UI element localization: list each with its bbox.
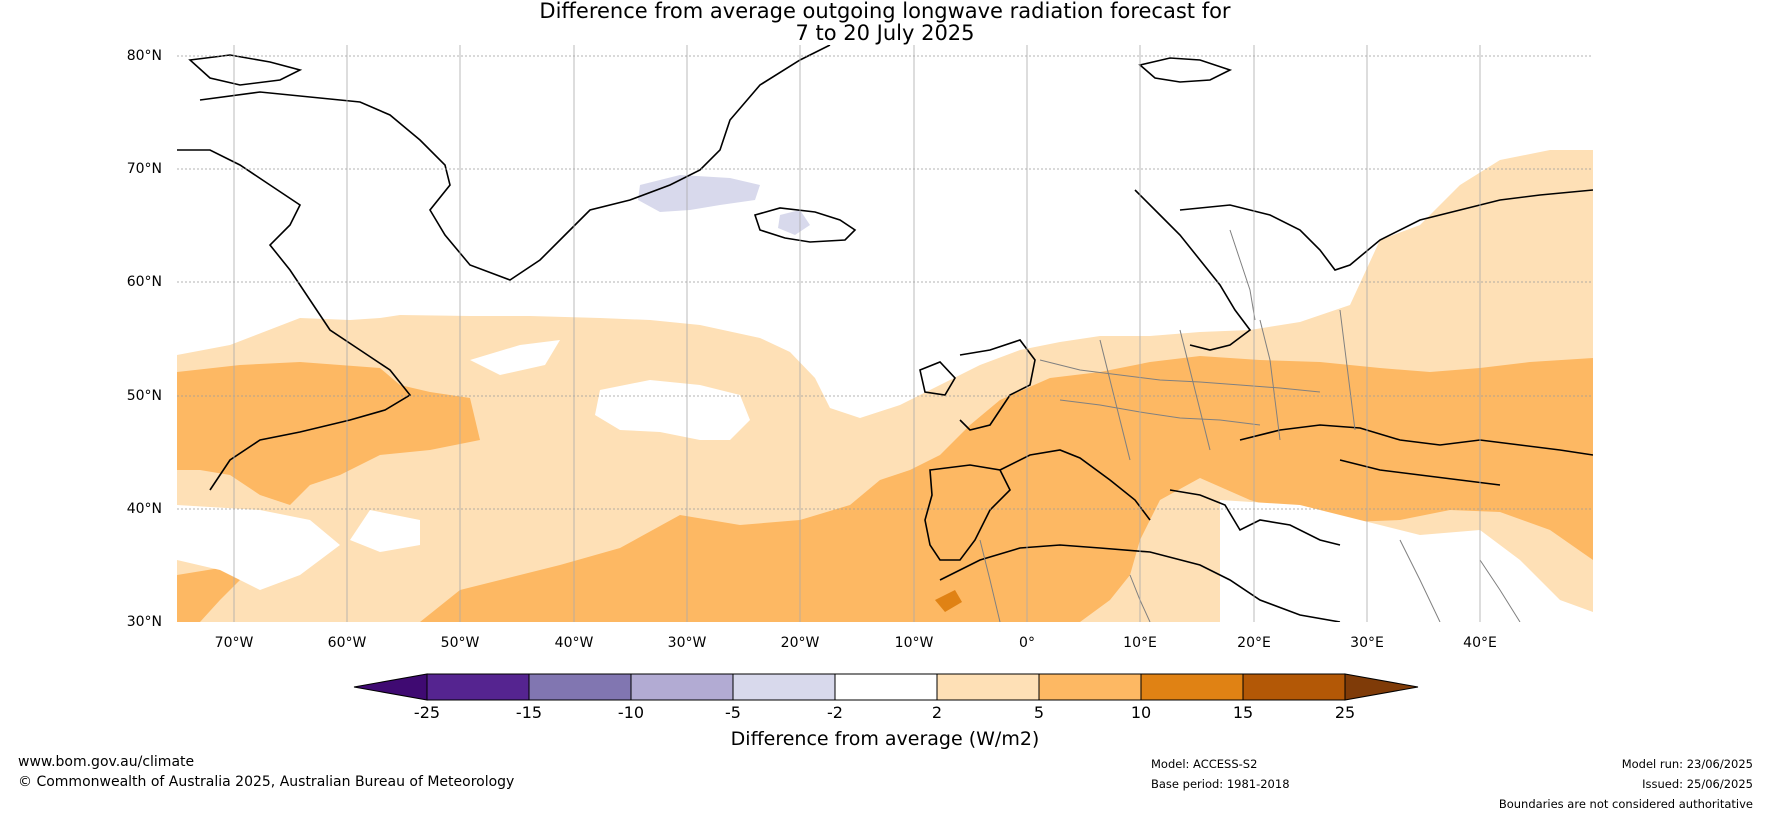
anomaly-region-negative-1 [638,175,760,212]
lat-label-50n: 50°N [126,388,162,404]
colorbar-segment [1141,674,1243,700]
lon-label-40e: 40°E [1463,635,1497,651]
lon-label-0: 0° [1019,635,1035,651]
country-borders [979,229,1521,622]
lat-label-30n: 30°N [126,614,162,630]
anomaly-fills [177,45,1593,622]
lon-label-30e: 30°E [1350,635,1384,651]
footer-base-period: Base period: 1981-2018 [1151,777,1290,791]
anomaly-region-medium-atlantic [420,356,1593,622]
anomaly-region-negative-2 [778,210,810,235]
colorbar-tick: 25 [1334,703,1356,722]
colorbar-tick: -5 [725,703,741,722]
footer-disclaimer: Boundaries are not considered authoritat… [1498,797,1753,811]
anomaly-region-high [935,590,962,612]
chart-title-line2: 7 to 20 July 2025 [795,21,975,45]
colorbar-segment [733,674,835,700]
lon-label-10w: 10°W [894,635,934,651]
lon-label-10e: 10°E [1123,635,1157,651]
lat-label-70n: 70°N [126,161,162,177]
colorbar-segment [631,674,733,700]
lon-label-20e: 20°E [1237,635,1271,651]
colorbar-tick: -10 [617,703,645,722]
lon-label-70w: 70°W [214,635,254,651]
footer-model-run: Model run: 23/06/2025 [1621,757,1753,771]
lat-label-80n: 80°N [126,48,162,64]
footer-issued: Issued: 25/06/2025 [1642,777,1753,791]
anomaly-region-neutral-3 [177,505,340,590]
colorbar-extend-low [353,673,428,701]
colorbar-tick: 15 [1232,703,1254,722]
lat-label-40n: 40°N [126,501,162,517]
anomaly-region-medium-sw [177,568,240,622]
chart-title-line1: Difference from average outgoing longwav… [539,0,1231,23]
anomaly-region-neutral-2 [470,340,560,375]
colorbar-segment [835,674,937,700]
anomaly-region-neutral-5 [1220,500,1593,622]
colorbar-segment [937,674,1039,700]
colorbar-tick: 2 [931,703,943,722]
anomaly-region-neutral-4 [350,510,420,552]
colorbar-tick: -25 [413,703,441,722]
colorbar-segment [529,674,631,700]
lon-label-20w: 20°W [780,635,820,651]
colorbar-extend-high [1344,673,1419,701]
colorbar-tick: 10 [1130,703,1152,722]
footer-model: Model: ACCESS-S2 [1151,757,1258,771]
anomaly-region-neutral-1 [595,380,750,440]
colorbar-label: Difference from average (W/m2) [730,728,1040,750]
colorbar-tick: -2 [827,703,843,722]
map-gridlines [177,45,1593,622]
colorbar-segment [1243,674,1345,700]
colorbar-segment [1039,674,1141,700]
footer-copyright: © Commonwealth of Australia 2025, Austra… [18,774,515,790]
coastlines [177,45,1593,622]
lon-label-60w: 60°W [327,635,367,651]
colorbar-tick: -15 [515,703,543,722]
lat-label-60n: 60°N [126,274,162,290]
colorbar-segment [427,674,529,700]
lon-label-50w: 50°W [440,635,480,651]
footer-website-link[interactable]: www.bom.gov.au/climate [18,754,195,770]
colorbar-tick: 5 [1033,703,1045,722]
lon-label-30w: 30°W [667,635,707,651]
lon-label-40w: 40°W [554,635,594,651]
